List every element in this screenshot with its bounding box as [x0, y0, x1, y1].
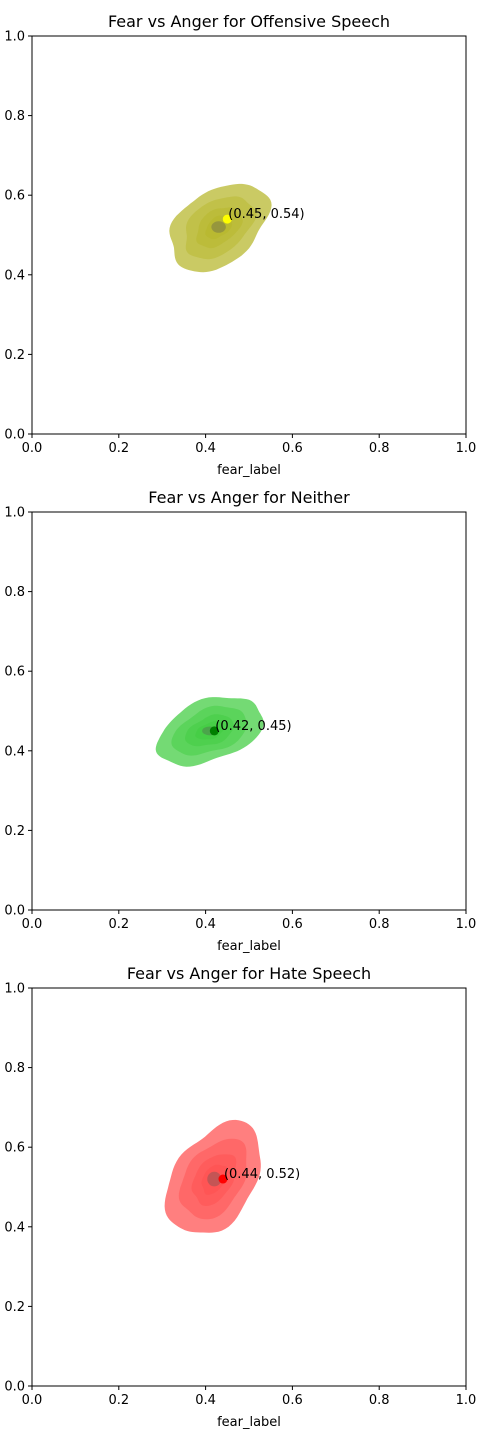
- x-tick-label: 0.8: [369, 1393, 390, 1408]
- x-tick-label: 0.6: [282, 441, 303, 456]
- x-tick-label: 0.4: [195, 1393, 216, 1408]
- y-tick-label: 0.2: [4, 348, 25, 363]
- contour-level-2: [171, 705, 247, 756]
- y-tick-label: 0.6: [4, 1141, 25, 1156]
- x-tick-label: 1.0: [456, 441, 477, 456]
- contour-level-3: [185, 714, 234, 747]
- chart-title: Fear vs Anger for Offensive Speech: [108, 12, 390, 31]
- contour-level-1: [155, 697, 264, 767]
- density-contours: [169, 183, 272, 273]
- x-axis: 0.0 0.2 0.4 0.6 0.8 1.0: [22, 434, 477, 456]
- y-tick-label: 0.0: [4, 428, 25, 443]
- chart-panel-1: Fear vs Anger for Offensive Speech 0.0 0.2…: [4, 12, 476, 478]
- mean-point-annotation: (0.42, 0.45): [215, 719, 291, 734]
- contour-level-4: [195, 721, 224, 740]
- y-tick-label: 1.0: [4, 982, 25, 997]
- axes-frame: [31, 987, 467, 1387]
- x-tick-label: 0.4: [195, 441, 216, 456]
- y-tick-label: 0.6: [4, 189, 25, 204]
- x-tick-label: 0.8: [369, 917, 390, 932]
- x-tick-label: 0.0: [22, 917, 43, 932]
- x-tick-label: 1.0: [456, 1393, 477, 1408]
- mean-point-marker: [218, 1174, 228, 1184]
- contour-level-1: [169, 183, 272, 273]
- y-tick-label: 0.4: [4, 268, 25, 283]
- mean-point-annotation: (0.45, 0.54): [228, 207, 304, 222]
- axes-frame: [31, 35, 467, 435]
- contour-level-4: [201, 1164, 228, 1195]
- x-tick-label: 0.2: [108, 441, 129, 456]
- y-tick-label: 0.6: [4, 665, 25, 680]
- contour-level-2: [178, 1138, 247, 1220]
- y-tick-label: 0.8: [4, 585, 25, 600]
- y-tick-label: 0.4: [4, 744, 25, 759]
- y-tick-label: 0.0: [4, 904, 25, 919]
- x-tick-label: 1.0: [456, 917, 477, 932]
- x-axis-label: fear_label: [217, 939, 281, 954]
- contour-core: [207, 1171, 222, 1187]
- y-tick-label: 0.4: [4, 1220, 25, 1235]
- x-axis: 0.0 0.2 0.4 0.6 0.8 1.0: [22, 1386, 477, 1408]
- mean-point-marker: [209, 726, 219, 736]
- x-tick-label: 0.0: [22, 441, 43, 456]
- x-axis-label: fear_label: [217, 1415, 281, 1430]
- y-tick-label: 1.0: [4, 506, 25, 521]
- x-tick-label: 0.2: [108, 1393, 129, 1408]
- x-axis-label: fear_label: [217, 463, 281, 478]
- density-contours: [164, 1119, 261, 1233]
- y-tick-label: 0.8: [4, 1061, 25, 1076]
- y-tick-label: 0.2: [4, 824, 25, 839]
- y-axis: 0.0 0.2 0.4 0.6 0.8 1.0: [4, 982, 32, 1395]
- x-tick-label: 0.2: [108, 917, 129, 932]
- y-tick-label: 0.2: [4, 1300, 25, 1315]
- x-tick-label: 0.6: [282, 1393, 303, 1408]
- x-tick-label: 0.6: [282, 917, 303, 932]
- axes-frame: [31, 511, 467, 911]
- density-contours: [155, 697, 264, 767]
- x-axis: 0.0 0.2 0.4 0.6 0.8 1.0: [22, 910, 477, 932]
- y-axis: 0.0 0.2 0.4 0.6 0.8 1.0: [4, 30, 32, 443]
- contour-level-1: [164, 1119, 261, 1233]
- contour-core: [211, 221, 226, 233]
- contour-level-3: [191, 1154, 237, 1206]
- y-tick-label: 1.0: [4, 30, 25, 45]
- mean-point-annotation: (0.44, 0.52): [224, 1167, 300, 1182]
- contour-level-2: [185, 196, 257, 260]
- x-tick-label: 0.8: [369, 441, 390, 456]
- chart-title: Fear vs Anger for Hate Speech: [127, 964, 371, 983]
- y-tick-label: 0.0: [4, 1380, 25, 1395]
- x-tick-label: 0.0: [22, 1393, 43, 1408]
- y-tick-label: 0.8: [4, 109, 25, 124]
- y-axis: 0.0 0.2 0.4 0.6 0.8 1.0: [4, 506, 32, 919]
- chart-title: Fear vs Anger for Neither: [148, 488, 350, 507]
- x-tick-label: 0.4: [195, 917, 216, 932]
- chart-panel-2: Fear vs Anger for Neither 0.0 0.2 0.4 0.6 0.8…: [4, 488, 476, 954]
- mean-point-marker: [222, 214, 232, 224]
